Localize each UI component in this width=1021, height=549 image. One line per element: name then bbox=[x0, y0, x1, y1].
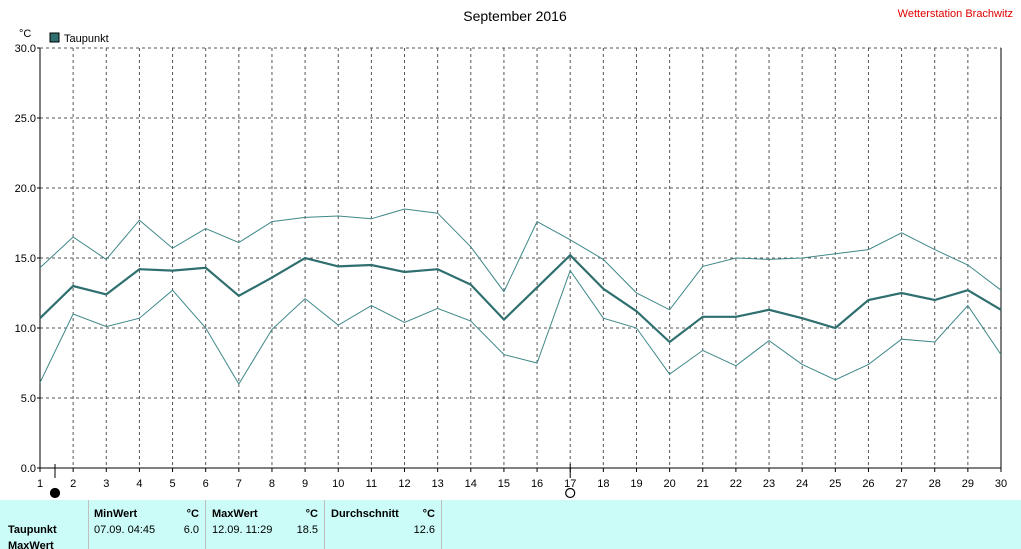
stats-avg-column: Durchschnitt °C 12.6 bbox=[325, 500, 442, 549]
x-tick-label: 5 bbox=[169, 478, 175, 490]
x-tick-label: 13 bbox=[432, 478, 444, 490]
x-tick-label: 16 bbox=[531, 478, 543, 490]
x-tick-label: 25 bbox=[829, 478, 841, 490]
x-axis: 1 2 3 4 5 6 7 8 9 10 11 12 13 14 15 16 17 18 19 20 21 22 23 24 2… bbox=[37, 468, 1007, 490]
x-tick-label: 7 bbox=[236, 478, 242, 490]
x-tick-label: 14 bbox=[465, 478, 477, 490]
grid bbox=[39, 47, 1002, 469]
x-tick-label: 21 bbox=[697, 478, 709, 490]
x-tick-label: 10 bbox=[332, 478, 344, 490]
legend-swatch bbox=[49, 32, 60, 43]
x-tick-label: 1 bbox=[37, 478, 43, 490]
plot-lines bbox=[39, 208, 1002, 385]
series-line-envelope-1 bbox=[39, 208, 1002, 311]
x-tick-label: 8 bbox=[269, 478, 275, 490]
min-unit: °C bbox=[186, 508, 199, 520]
x-tick-label: 19 bbox=[630, 478, 642, 490]
new-moon-icon bbox=[49, 487, 61, 499]
y-tick-label: 30.0 bbox=[15, 43, 36, 55]
avg-value: 12.6 bbox=[413, 524, 435, 536]
x-tick-label: 24 bbox=[796, 478, 808, 490]
x-tick-label: 18 bbox=[597, 478, 609, 490]
x-tick-label: 23 bbox=[763, 478, 775, 490]
x-tick-label: 12 bbox=[398, 478, 410, 490]
chart-title: September 2016 bbox=[463, 8, 567, 24]
avg-header: Durchschnitt bbox=[331, 508, 399, 520]
stats-min-column: MinWert °C 07.09. 04:45 6.0 bbox=[88, 500, 206, 549]
full-moon-icon bbox=[565, 487, 576, 499]
x-tick-label: 28 bbox=[929, 478, 941, 490]
max-header: MaxWert bbox=[212, 508, 258, 520]
avg-unit: °C bbox=[422, 508, 435, 520]
x-tick-label: 29 bbox=[962, 478, 974, 490]
legend-label: Taupunkt bbox=[64, 33, 109, 45]
min-header: MinWert bbox=[94, 508, 138, 520]
x-tick-label: 26 bbox=[862, 478, 874, 490]
y-tick-label: 25.0 bbox=[15, 113, 36, 125]
y-tick-label: 10.0 bbox=[15, 323, 36, 335]
x-tick-label: 30 bbox=[995, 478, 1007, 490]
x-tick-label: 22 bbox=[730, 478, 742, 490]
station-name: Wetterstation Brachwitz bbox=[898, 8, 1013, 20]
x-tick-label: 20 bbox=[663, 478, 675, 490]
y-tick-label: 15.0 bbox=[15, 253, 36, 265]
x-tick-label: 4 bbox=[136, 478, 142, 490]
dewpoint-chart: September 2016 Wetterstation Brachwitz °… bbox=[15, 8, 1013, 499]
stats-max-column: MaxWert °C 12.09. 11:29 18.5 bbox=[206, 500, 325, 549]
min-value: 6.0 bbox=[183, 524, 199, 536]
max-unit: °C bbox=[305, 508, 318, 520]
statistics-panel: Taupunkt MaxWert MinWert °C 07.09. 04:45… bbox=[0, 500, 1021, 549]
x-tick-label: 27 bbox=[895, 478, 907, 490]
y-tick-label: 5.0 bbox=[21, 393, 36, 405]
x-tick-label: 6 bbox=[203, 478, 209, 490]
y-tick-label: 20.0 bbox=[15, 183, 36, 195]
x-tick-label: 2 bbox=[70, 478, 76, 490]
x-tick-label: 17 bbox=[564, 478, 576, 490]
x-tick-label: 9 bbox=[302, 478, 308, 490]
x-tick-label: 11 bbox=[366, 478, 377, 490]
max-time: 12.09. 11:29 bbox=[212, 524, 273, 536]
stats-label-column bbox=[0, 500, 89, 549]
stats-row-label: Taupunkt bbox=[8, 524, 57, 536]
max-value: 18.5 bbox=[296, 524, 318, 536]
moon-markers bbox=[49, 464, 576, 499]
x-tick-label: 15 bbox=[498, 478, 510, 490]
series-line-dewpoint bbox=[39, 253, 1002, 344]
y-axis-unit: °C bbox=[19, 28, 31, 40]
x-tick-label: 3 bbox=[103, 478, 109, 490]
y-axis: 0.0 5.0 10.0 15.0 20.0 25.0 30.0 bbox=[15, 43, 40, 475]
y-tick-label: 0.0 bbox=[21, 463, 36, 475]
min-time: 07.09. 04:45 bbox=[94, 524, 156, 536]
stats-row-label-2: MaxWert bbox=[8, 540, 54, 549]
series-line-envelope-2 bbox=[39, 269, 1002, 385]
